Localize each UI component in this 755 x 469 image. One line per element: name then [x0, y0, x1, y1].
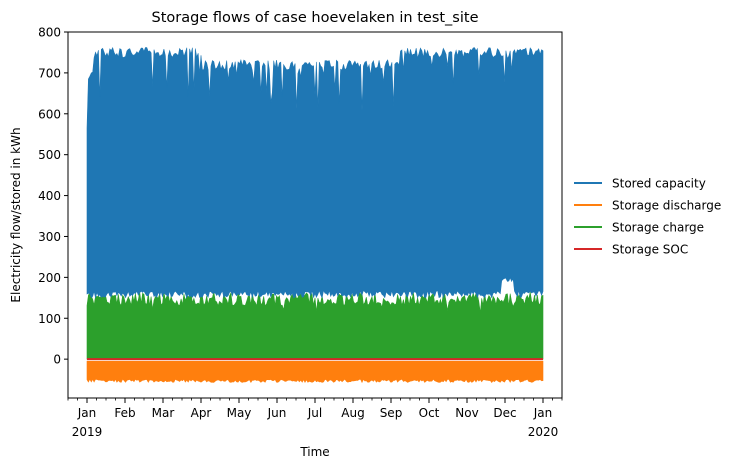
x-tick-label: Jul — [307, 406, 322, 420]
y-tick-label: 400 — [38, 189, 61, 203]
y-tick-label: 100 — [38, 312, 61, 326]
x-tick-year-label: 2020 — [528, 425, 559, 439]
y-axis-label: Electricity flow/stored in kWh — [9, 127, 23, 302]
x-tick-label: Mar — [152, 406, 175, 420]
x-axis-label: Time — [299, 445, 329, 459]
x-tick-label: May — [227, 406, 252, 420]
series-stored-capacity — [86, 47, 544, 299]
y-tick-label: 600 — [38, 107, 61, 121]
y-tick-label: 200 — [38, 271, 61, 285]
x-tick-year-label: 2019 — [72, 425, 103, 439]
legend: Stored capacity Storage discharge Storage … — [574, 177, 721, 257]
legend-label-3: Storage SOC — [612, 243, 688, 257]
legend-label-0: Stored capacity — [612, 177, 706, 191]
x-tick-label: Jan — [533, 406, 553, 420]
x-tick-label: Sep — [380, 406, 403, 420]
legend-label-2: Storage charge — [612, 221, 704, 235]
y-tick-label: 700 — [38, 66, 61, 80]
chart-title: Storage flows of case hoevelaken in test… — [151, 10, 478, 26]
x-tick-label: Jun — [267, 406, 287, 420]
x-tick-label: Nov — [455, 406, 478, 420]
x-tick-label: Aug — [341, 406, 364, 420]
x-tick-label: Dec — [493, 406, 516, 420]
y-tick-label: 0 — [53, 353, 61, 367]
y-tick-label: 800 — [38, 26, 61, 40]
plot-area — [86, 47, 544, 384]
x-axis: Jan 2019 Feb Mar Apr May Jun Jul Aug Sep Oct Nov Dec… — [67, 398, 563, 439]
y-tick-label: 300 — [38, 230, 61, 244]
legend-label-1: Storage discharge — [612, 199, 721, 213]
x-tick-label: Jan — [77, 406, 97, 420]
x-tick-label: Apr — [191, 406, 212, 420]
x-tick-label: Oct — [419, 406, 440, 420]
series-storage-discharge — [86, 360, 544, 384]
series-storage-charge — [86, 290, 544, 360]
y-axis: 0 100 200 300 400 500 600 700 800 — [38, 26, 68, 367]
y-tick-label: 500 — [38, 148, 61, 162]
x-tick-label: Feb — [114, 406, 135, 420]
